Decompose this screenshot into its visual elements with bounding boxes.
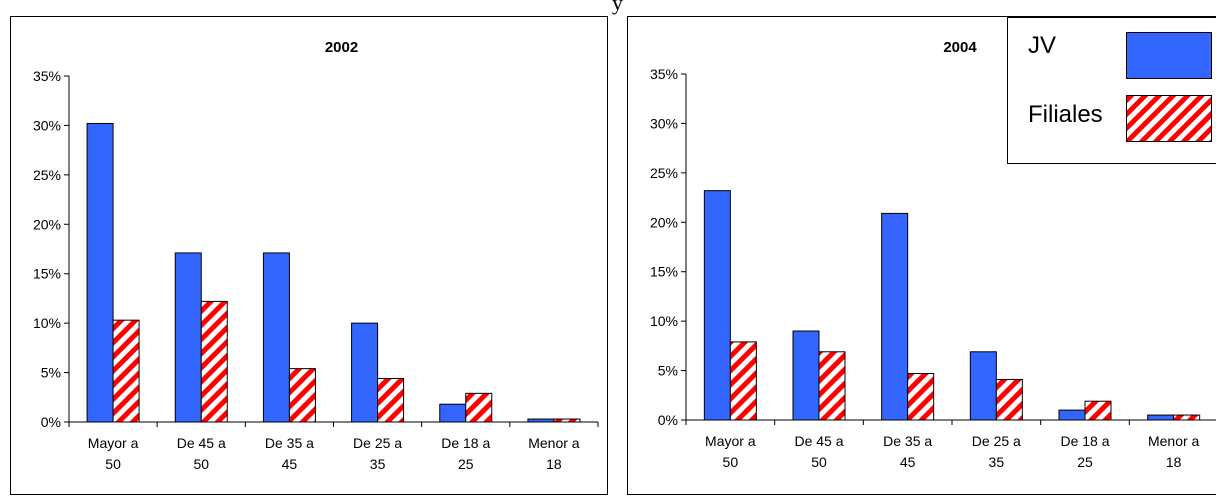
x-tick-label: 18 bbox=[1166, 454, 1182, 470]
chart-title: 2002 bbox=[325, 39, 358, 56]
x-tick-label: Menor a bbox=[528, 435, 580, 451]
y-tick-label: 35% bbox=[33, 68, 61, 84]
x-tick-label: 35 bbox=[989, 454, 1005, 470]
bar-jv bbox=[439, 403, 467, 423]
bar-chart-2004: 2004 0% 5% 10% 15% 20% 25% 30% 35% Mayor a 50 De 45… bbox=[650, 39, 1216, 470]
x-tick-label: 45 bbox=[900, 454, 916, 470]
page-text-fragment: y bbox=[612, 0, 623, 15]
x-tick-label: 50 bbox=[105, 456, 121, 472]
bar-filiales bbox=[465, 392, 493, 423]
y-tick-label: 20% bbox=[33, 216, 61, 232]
bar-jv bbox=[86, 122, 114, 423]
chart-panel-2002: 2002 0% 5% 10% 15% 20% 25% 30% 35% Mayor a 50 De 45… bbox=[10, 16, 608, 495]
y-tick-label: 0% bbox=[41, 414, 61, 430]
y-tick-label: 15% bbox=[33, 266, 61, 282]
x-tick-label: De 45 a bbox=[794, 433, 843, 449]
x-tick-label: 50 bbox=[723, 454, 739, 470]
bar-jv bbox=[703, 190, 731, 421]
x-tick-label: 25 bbox=[458, 456, 474, 472]
x-tick-label: De 35 a bbox=[883, 433, 932, 449]
y-tick-label: 25% bbox=[650, 165, 678, 181]
bar-jv bbox=[527, 418, 555, 423]
bar-filiales bbox=[818, 351, 846, 421]
bar-filiales bbox=[112, 319, 140, 423]
bar-jv bbox=[881, 212, 909, 421]
y-tick-label: 15% bbox=[650, 264, 678, 280]
bar-chart-2002: 2002 0% 5% 10% 15% 20% 25% 30% 35% Mayor a 50 De 45… bbox=[33, 39, 599, 472]
y-tick-label: 35% bbox=[650, 66, 678, 82]
legend-swatch-jv bbox=[1126, 32, 1212, 79]
legend-label-filiales: Filiales bbox=[1028, 101, 1103, 128]
x-tick-label: Mayor a bbox=[88, 435, 139, 451]
x-tick-label: De 35 a bbox=[265, 435, 314, 451]
x-tick-label: De 45 a bbox=[177, 435, 226, 451]
x-tick-label: De 18 a bbox=[1060, 433, 1109, 449]
x-tick-label: Menor a bbox=[1148, 433, 1200, 449]
bar-filiales bbox=[995, 378, 1023, 421]
y-tick-label: 10% bbox=[650, 313, 678, 329]
bar-filiales bbox=[1084, 400, 1112, 421]
x-tick-label: 50 bbox=[811, 454, 827, 470]
bar-jv bbox=[1058, 409, 1086, 421]
x-tick-label: De 25 a bbox=[972, 433, 1021, 449]
bar-jv bbox=[262, 252, 290, 423]
bar-jv bbox=[351, 322, 379, 423]
y-tick-label: 25% bbox=[33, 167, 61, 183]
y-tick-label: 0% bbox=[658, 412, 678, 428]
y-tick-label: 30% bbox=[33, 117, 61, 133]
y-tick-label: 10% bbox=[33, 315, 61, 331]
bar-jv bbox=[969, 351, 997, 421]
x-tick-label: 35 bbox=[370, 456, 386, 472]
bar-jv bbox=[1147, 414, 1175, 421]
x-tick-label: Mayor a bbox=[705, 433, 756, 449]
bar-filiales bbox=[729, 341, 757, 421]
x-tick-label: 18 bbox=[546, 456, 562, 472]
bar-jv bbox=[792, 330, 820, 421]
bar-filiales bbox=[377, 378, 405, 423]
x-tick-label: 50 bbox=[193, 456, 209, 472]
bar-filiales bbox=[907, 373, 935, 421]
bar-filiales bbox=[200, 300, 228, 423]
bar-jv bbox=[174, 252, 202, 423]
bar-filiales bbox=[553, 418, 581, 423]
y-tick-label: 20% bbox=[650, 214, 678, 230]
x-tick-label: De 25 a bbox=[353, 435, 402, 451]
chart-title: 2004 bbox=[943, 39, 977, 56]
y-tick-label: 5% bbox=[41, 365, 61, 381]
bar-filiales bbox=[1173, 414, 1201, 421]
y-tick-label: 5% bbox=[658, 363, 678, 379]
bar-filiales bbox=[288, 368, 316, 423]
legend-label-jv: JV bbox=[1028, 32, 1057, 59]
x-tick-label: 25 bbox=[1077, 454, 1093, 470]
x-tick-label: 45 bbox=[282, 456, 298, 472]
legend-swatch-filiales bbox=[1126, 95, 1212, 142]
y-tick-label: 30% bbox=[650, 115, 678, 131]
chart-legend: JV Filiales bbox=[1007, 17, 1216, 164]
x-tick-label: De 18 a bbox=[441, 435, 490, 451]
